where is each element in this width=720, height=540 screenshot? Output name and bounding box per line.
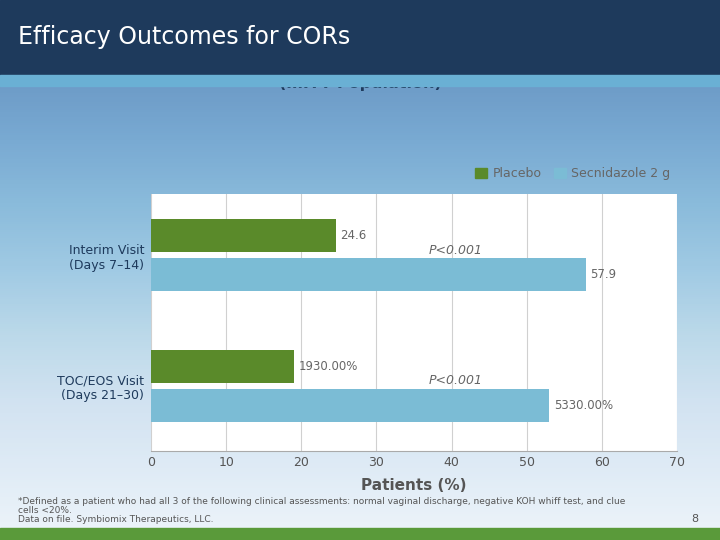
Text: Patients (%): Patients (%) [361,478,467,494]
Bar [151,258,586,292]
Text: Efficacy Outcomes for CORs: Efficacy Outcomes for CORs [18,25,350,49]
Text: P<0.001: P<0.001 [429,374,483,387]
Text: 5330.00%: 5330.00% [554,399,613,412]
Text: 1930.00%: 1930.00% [298,360,358,373]
Bar [151,219,336,252]
Text: Summary of COR* Rates by Time Point and Treatment: Summary of COR* Rates by Time Point and … [117,60,603,75]
Text: (mITT Population): (mITT Population) [279,76,441,91]
Text: Data on file. Symbiomix Therapeutics, LLC.: Data on file. Symbiomix Therapeutics, LL… [18,515,214,524]
Legend: Placebo, Secnidazole 2 g: Placebo, Secnidazole 2 g [475,167,670,180]
Bar [151,349,294,383]
Bar [151,389,549,422]
Text: 8: 8 [691,515,698,524]
Text: cells <20%.: cells <20%. [18,506,72,515]
Text: *Defined as a patient who had all 3 of the following clinical assessments: norma: *Defined as a patient who had all 3 of t… [18,497,626,505]
Text: 57.9: 57.9 [590,268,616,281]
Text: 24.6: 24.6 [341,229,366,242]
Text: P<0.001: P<0.001 [429,244,483,256]
